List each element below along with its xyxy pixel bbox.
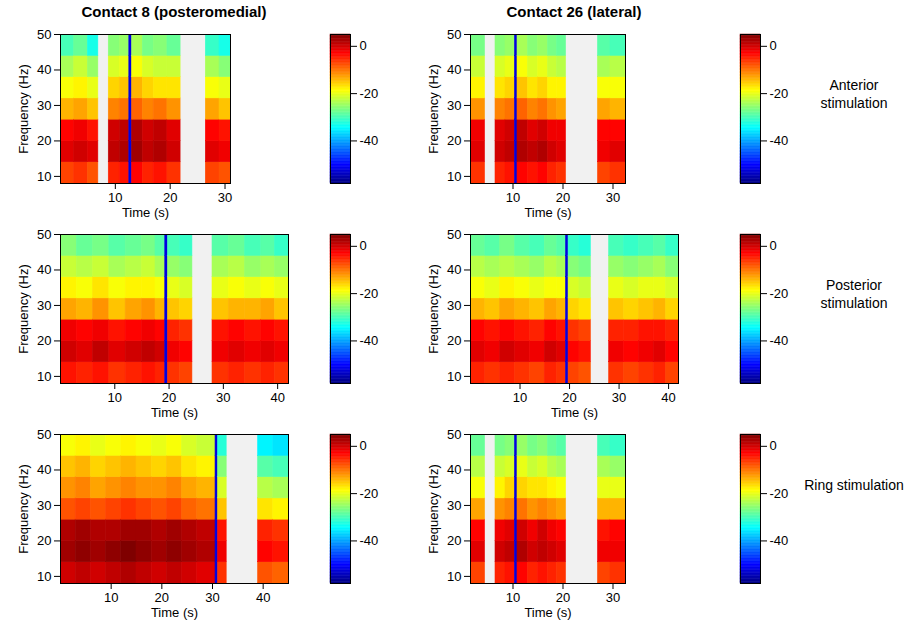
svg-text:20: 20 — [37, 333, 51, 348]
svg-text:Time (s): Time (s) — [151, 605, 198, 620]
svg-text:Frequency (Hz): Frequency (Hz) — [426, 64, 441, 154]
svg-text:30: 30 — [447, 98, 461, 113]
svg-text:50: 50 — [37, 227, 51, 242]
svg-text:30: 30 — [612, 390, 626, 405]
svg-text:40: 40 — [447, 62, 461, 77]
svg-text:20: 20 — [37, 133, 51, 148]
svg-text:40: 40 — [37, 262, 51, 277]
svg-text:50: 50 — [447, 427, 461, 442]
svg-text:-20: -20 — [770, 286, 789, 301]
svg-text:50: 50 — [37, 427, 51, 442]
svg-text:20: 20 — [37, 533, 51, 548]
svg-text:-40: -40 — [770, 333, 789, 348]
svg-text:10: 10 — [37, 169, 51, 184]
svg-text:-20: -20 — [360, 86, 379, 101]
svg-text:40: 40 — [37, 62, 51, 77]
svg-text:-40: -40 — [360, 133, 379, 148]
svg-text:50: 50 — [447, 27, 461, 42]
svg-text:-20: -20 — [770, 86, 789, 101]
svg-text:20: 20 — [562, 390, 576, 405]
svg-text:Frequency (Hz): Frequency (Hz) — [16, 264, 31, 354]
svg-text:10: 10 — [37, 569, 51, 584]
svg-text:20: 20 — [447, 533, 461, 548]
svg-text:Time (s): Time (s) — [524, 605, 571, 620]
svg-text:10: 10 — [447, 169, 461, 184]
svg-text:-20: -20 — [360, 486, 379, 501]
svg-text:30: 30 — [216, 390, 230, 405]
svg-text:Frequency (Hz): Frequency (Hz) — [16, 464, 31, 554]
html-text:Contact 8 (posteromedial): Contact 8 (posteromedial) — [81, 3, 267, 20]
svg-text:Time (s): Time (s) — [151, 405, 198, 420]
svg-text:20: 20 — [163, 190, 177, 205]
svg-text:-40: -40 — [770, 133, 789, 148]
html-text:Anterior stimulation: Anterior stimulation — [820, 77, 888, 111]
svg-text:50: 50 — [37, 27, 51, 42]
svg-text:0: 0 — [360, 438, 367, 453]
svg-text:10: 10 — [104, 590, 118, 605]
svg-text:40: 40 — [37, 462, 51, 477]
svg-text:0: 0 — [770, 38, 777, 53]
svg-text:Frequency (Hz): Frequency (Hz) — [426, 264, 441, 354]
svg-text:30: 30 — [218, 190, 232, 205]
svg-text:0: 0 — [360, 238, 367, 253]
svg-text:40: 40 — [256, 590, 270, 605]
svg-text:40: 40 — [447, 462, 461, 477]
html-text:Posterior stimulation: Posterior stimulation — [820, 277, 888, 311]
svg-text:0: 0 — [360, 38, 367, 53]
svg-text:-20: -20 — [770, 486, 789, 501]
svg-text:40: 40 — [661, 390, 675, 405]
svg-text:20: 20 — [556, 190, 570, 205]
svg-text:-40: -40 — [360, 333, 379, 348]
svg-text:30: 30 — [606, 190, 620, 205]
svg-text:10: 10 — [513, 390, 527, 405]
html-text:Ring stimulation: Ring stimulation — [804, 477, 904, 493]
svg-text:10: 10 — [506, 190, 520, 205]
svg-text:30: 30 — [37, 498, 51, 513]
svg-text:10: 10 — [506, 590, 520, 605]
svg-text:30: 30 — [606, 590, 620, 605]
svg-text:Frequency (Hz): Frequency (Hz) — [426, 464, 441, 554]
svg-text:30: 30 — [37, 98, 51, 113]
svg-text:20: 20 — [447, 333, 461, 348]
svg-text:30: 30 — [447, 498, 461, 513]
svg-text:10: 10 — [37, 369, 51, 384]
svg-text:30: 30 — [205, 590, 219, 605]
svg-text:-20: -20 — [360, 286, 379, 301]
svg-text:0: 0 — [770, 438, 777, 453]
svg-text:10: 10 — [447, 569, 461, 584]
svg-text:10: 10 — [108, 190, 122, 205]
svg-text:Frequency (Hz): Frequency (Hz) — [16, 64, 31, 154]
svg-text:40: 40 — [270, 390, 284, 405]
svg-text:40: 40 — [447, 262, 461, 277]
svg-text:30: 30 — [447, 298, 461, 313]
svg-text:20: 20 — [162, 390, 176, 405]
svg-text:Time (s): Time (s) — [122, 205, 169, 220]
svg-text:0: 0 — [770, 238, 777, 253]
svg-text:20: 20 — [556, 590, 570, 605]
svg-text:Time (s): Time (s) — [551, 405, 598, 420]
svg-text:10: 10 — [447, 369, 461, 384]
svg-text:Time (s): Time (s) — [524, 205, 571, 220]
svg-text:20: 20 — [447, 133, 461, 148]
html-text:Contact 26 (lateral): Contact 26 (lateral) — [506, 3, 642, 20]
svg-text:-40: -40 — [770, 533, 789, 548]
svg-text:50: 50 — [447, 227, 461, 242]
svg-text:30: 30 — [37, 298, 51, 313]
svg-text:-40: -40 — [360, 533, 379, 548]
svg-text:10: 10 — [108, 390, 122, 405]
svg-text:20: 20 — [155, 590, 169, 605]
